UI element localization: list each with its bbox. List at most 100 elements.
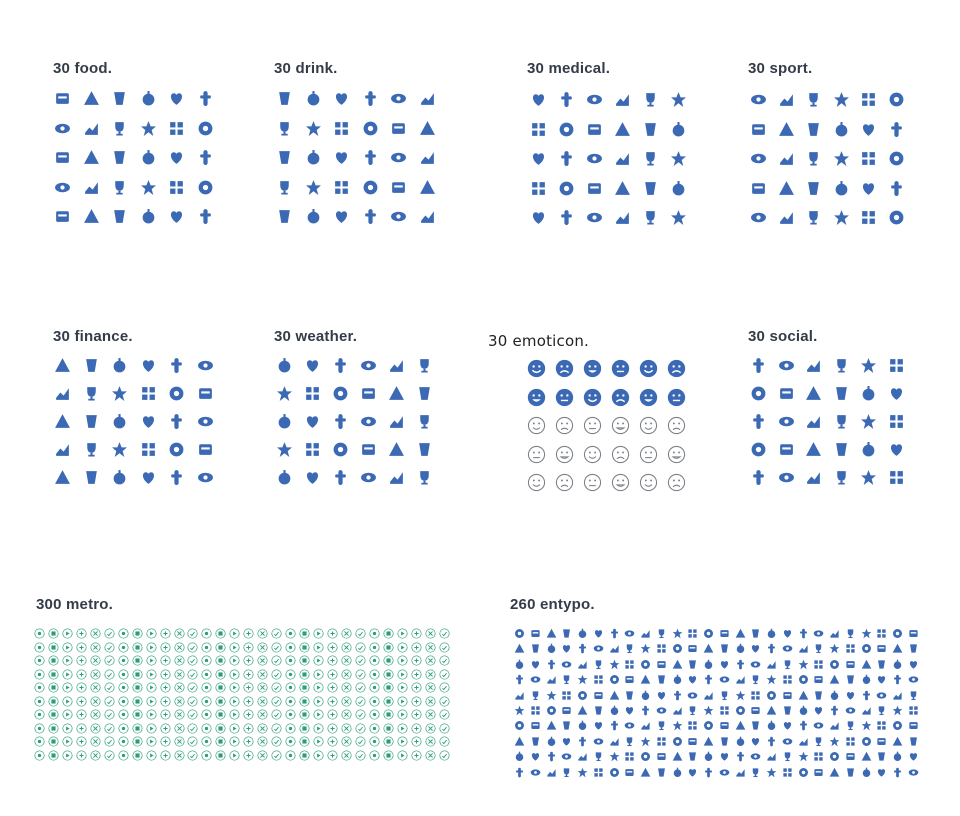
wine-glass-2-icon	[333, 120, 350, 137]
section-title-medical: 30 medical.	[527, 60, 611, 77]
icon-icon	[146, 682, 157, 693]
icon-icon	[411, 723, 422, 734]
icon-icon	[624, 720, 635, 731]
icon-icon	[104, 696, 115, 707]
icon-icon	[411, 669, 422, 680]
icon-icon	[845, 767, 856, 778]
icon-icon	[62, 655, 73, 666]
icon-icon	[160, 709, 171, 720]
icon-icon	[829, 751, 840, 762]
icon-icon	[146, 709, 157, 720]
thermometer-3-icon	[388, 441, 405, 458]
angry-outline-icon	[611, 416, 630, 435]
icon-icon	[782, 751, 793, 762]
smile-icon	[527, 359, 546, 378]
icon-icon	[624, 751, 635, 762]
cocktail-2-icon	[333, 149, 350, 166]
icon-icon	[104, 655, 115, 666]
icon-icon	[160, 750, 171, 761]
icon-icon	[813, 690, 824, 701]
doctor-icon	[586, 180, 603, 197]
icon-icon	[187, 669, 198, 680]
icon-icon	[861, 720, 872, 731]
icon-icon	[383, 669, 394, 680]
icon-icon	[397, 642, 408, 653]
icon-icon	[160, 628, 171, 639]
icon-icon	[530, 674, 541, 685]
dna-icon	[642, 91, 659, 108]
cloud-2-icon	[360, 385, 377, 402]
shield-icon	[168, 441, 185, 458]
molecule-2-icon	[670, 121, 687, 138]
first-aid-icon	[614, 209, 631, 226]
icon-icon	[829, 674, 840, 685]
pear-icon	[140, 149, 157, 166]
cart-icon	[670, 180, 687, 197]
icon-icon	[735, 674, 746, 685]
icon-icon	[285, 736, 296, 747]
cloud-icon	[276, 357, 293, 374]
icon-icon	[640, 751, 651, 762]
refresh-dollar-icon	[83, 413, 100, 430]
bar-chart-icon	[111, 385, 128, 402]
icon-icon	[369, 723, 380, 734]
icon-icon	[514, 690, 525, 701]
grapes-icon	[54, 90, 71, 107]
pretzel-icon	[54, 208, 71, 225]
icon-icon	[798, 767, 809, 778]
icon-icon	[577, 705, 588, 716]
icon-icon	[313, 723, 324, 734]
crown-cake-icon	[168, 149, 185, 166]
icon-icon	[160, 682, 171, 693]
chart-up-icon	[197, 357, 214, 374]
icon-icon	[892, 659, 903, 670]
skype-icon	[888, 413, 905, 430]
icon-icon	[593, 628, 604, 639]
vimeo-icon	[860, 357, 877, 374]
icon-icon	[201, 628, 212, 639]
apple-icon	[197, 90, 214, 107]
sad-icon	[639, 359, 658, 378]
icon-icon	[215, 682, 226, 693]
drive-icon	[833, 469, 850, 486]
icon-icon	[132, 723, 143, 734]
icon-icon	[48, 669, 59, 680]
takeaway-cup-icon	[390, 90, 407, 107]
icon-icon	[132, 642, 143, 653]
icon-icon	[313, 642, 324, 653]
icon-icon	[369, 669, 380, 680]
laugh-outline-icon	[527, 445, 546, 464]
icon-icon	[90, 750, 101, 761]
icon-icon	[656, 628, 667, 639]
icon-icon	[132, 696, 143, 707]
icon-icon	[243, 682, 254, 693]
picasa-icon	[833, 441, 850, 458]
icon-icon	[530, 720, 541, 731]
icon-icon	[132, 736, 143, 747]
icon-icon	[90, 669, 101, 680]
soda-icon	[333, 90, 350, 107]
hockey-stick-icon	[750, 121, 767, 138]
trash-icon	[197, 413, 214, 430]
icon-icon	[34, 655, 45, 666]
icon-icon	[687, 767, 698, 778]
icon-icon	[355, 696, 366, 707]
wine-bottle-icon	[333, 179, 350, 196]
section-title-finance: 30 finance.	[53, 328, 133, 345]
icon-icon	[397, 709, 408, 720]
icon-icon	[593, 751, 604, 762]
icon-icon	[782, 659, 793, 670]
icon-icon	[243, 709, 254, 720]
watermelon-icon	[168, 120, 185, 137]
icon-icon	[187, 642, 198, 653]
juice-icon	[390, 120, 407, 137]
bottle-icon	[305, 179, 322, 196]
icon-icon	[383, 709, 394, 720]
icon-icon	[229, 750, 240, 761]
icon-icon	[257, 682, 268, 693]
icon-icon	[750, 767, 761, 778]
basketball-hoop-icon	[888, 209, 905, 226]
icon-icon	[257, 655, 268, 666]
icon-icon	[104, 642, 115, 653]
icon-icon	[243, 655, 254, 666]
